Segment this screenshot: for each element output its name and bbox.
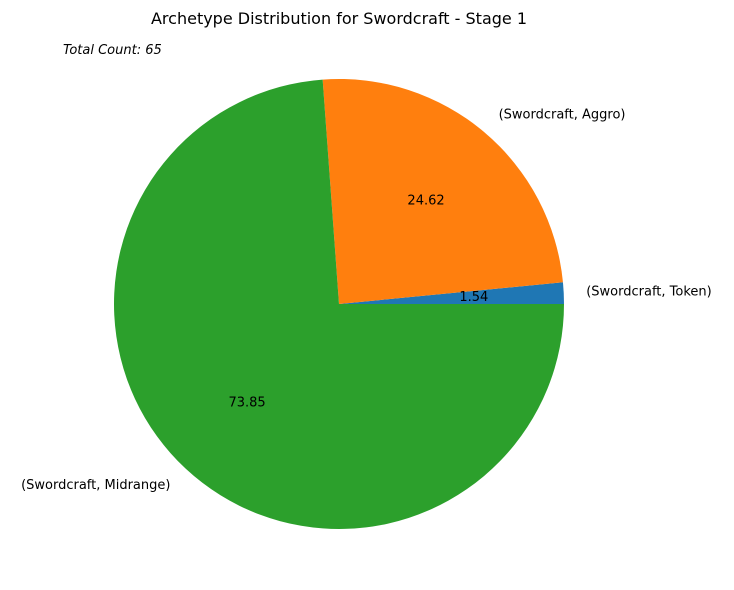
slice-value-swordcraft-midrange: 73.85 [228, 395, 265, 410]
slice-label-swordcraft-token: (Swordcraft, Token) [586, 285, 712, 300]
pie-slice-swordcraft-aggro [322, 78, 563, 304]
chart-title: Archetype Distribution for Swordcraft - … [151, 9, 527, 28]
slice-value-swordcraft-aggro: 24.62 [407, 193, 444, 208]
pie-slices [113, 78, 564, 529]
pie-labels: (Swordcraft, Token) 1.54 (Swordcraft, Aggr… [21, 107, 712, 492]
pie-slice-swordcraft-midrange [113, 79, 564, 529]
pie-slice-swordcraft-token [339, 282, 564, 304]
slice-value-swordcraft-token: 1.54 [459, 290, 488, 305]
total-count-annotation: Total Count: 65 [63, 43, 162, 58]
slice-label-swordcraft-midrange: (Swordcraft, Midrange) [21, 478, 170, 493]
slice-label-swordcraft-aggro: (Swordcraft, Aggro) [499, 107, 626, 122]
